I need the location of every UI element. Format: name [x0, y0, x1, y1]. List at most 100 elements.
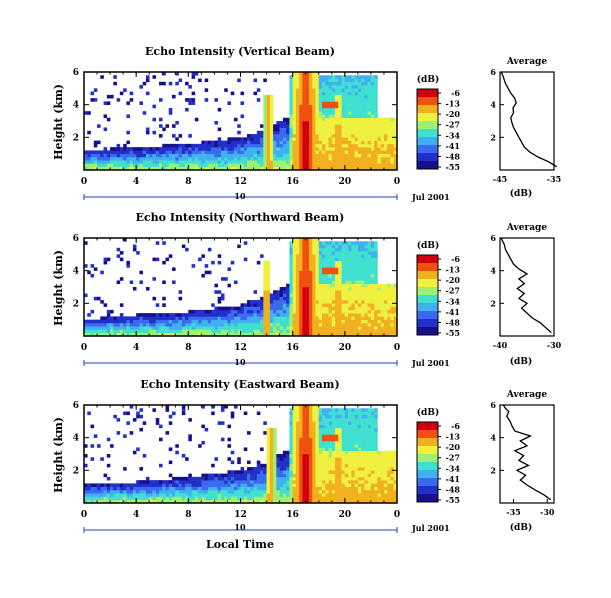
heatmap-cell [178, 160, 183, 164]
heatmap-cell [119, 493, 124, 497]
heatmap-cell [162, 127, 166, 132]
heatmap-cell [240, 322, 245, 327]
heatmap-cell [142, 454, 147, 458]
heatmap-cell [260, 483, 264, 487]
heatmap-cell [338, 309, 342, 314]
heatmap-cell [279, 483, 284, 487]
heatmap-cell [299, 493, 303, 497]
heatmap-cell [367, 460, 372, 465]
heatmap-cell [328, 247, 333, 252]
heatmap-cell [84, 489, 88, 494]
heatmap-cell [370, 450, 375, 455]
heatmap-cell [260, 143, 264, 148]
heatmap-cell [357, 473, 362, 478]
heatmap-cell [279, 486, 284, 491]
heatmap-cell [149, 163, 153, 168]
heatmap-cell [233, 147, 238, 151]
heatmap-cell [282, 300, 287, 304]
heatmap-cell [361, 427, 365, 432]
heatmap-cell [387, 160, 391, 164]
heatmap-cell [348, 313, 352, 317]
heatmap-cell [194, 156, 199, 161]
heatmap-cell [273, 447, 277, 452]
heatmap-cell [341, 81, 346, 86]
heatmap-cell [364, 257, 368, 262]
heatmap-cell [380, 463, 385, 468]
heatmap-cell [348, 457, 352, 461]
heatmap-cell [260, 316, 264, 320]
heatmap-cell [152, 257, 157, 262]
colorbar-segment [417, 161, 438, 170]
heatmap-cell [155, 322, 160, 327]
heatmap-cell [315, 241, 320, 245]
heatmap-cell [315, 287, 320, 291]
heatmap-cell [103, 483, 108, 487]
heatmap-cell [214, 499, 218, 504]
heatmap-cell [152, 117, 157, 122]
heatmap-cell [341, 88, 346, 92]
heatmap-cell [289, 166, 293, 171]
heatmap-cell [299, 244, 303, 249]
heatmap-cell [331, 156, 336, 161]
heatmap-cell [302, 244, 307, 249]
heatmap-cell [175, 332, 179, 337]
heatmap-cell [110, 329, 114, 334]
heatmap-cell [207, 150, 212, 154]
heatmap-cell [318, 111, 323, 115]
profile-y-tick-label: 6 [490, 233, 496, 243]
heatmap-cell [224, 166, 228, 171]
heatmap-cell [295, 424, 300, 429]
heatmap-cell [361, 111, 365, 115]
heatmap-cell [328, 147, 333, 151]
heatmap-cell [328, 296, 333, 301]
heatmap-cell [308, 290, 313, 294]
heatmap-cell [263, 134, 267, 138]
heatmap-cell [214, 309, 218, 314]
heatmap-cell [354, 489, 359, 494]
heatmap-cell [305, 300, 310, 304]
heatmap-cell [335, 280, 339, 285]
heatmap-cell [295, 107, 300, 112]
heatmap-cell [292, 88, 297, 92]
heatmap-cell [181, 316, 186, 320]
heatmap-cell [165, 496, 170, 501]
heatmap-cell [341, 147, 346, 151]
heatmap-cell [318, 270, 323, 275]
heatmap-cell [325, 130, 329, 135]
heatmap-cell [172, 143, 176, 148]
heatmap-cell [348, 431, 352, 435]
heatmap-cell [354, 156, 359, 161]
heatmap-cell [279, 476, 284, 481]
heatmap-cell [269, 316, 274, 320]
heatmap-cell [325, 467, 329, 471]
heatmap-cell [361, 137, 365, 141]
heatmap-cell [276, 127, 280, 132]
heatmap-cell [211, 153, 215, 158]
heatmap-cell [393, 121, 398, 125]
heatmap-cell [237, 150, 241, 154]
heatmap-cell [312, 489, 316, 494]
heatmap-cell [393, 332, 398, 337]
heatmap-cell [292, 238, 297, 242]
heatmap-cell [305, 486, 310, 491]
heatmap-cell [341, 290, 346, 294]
heatmap-cell [165, 166, 170, 171]
heatmap-cell [364, 104, 368, 109]
heatmap-cell [367, 486, 372, 491]
heatmap-cell [325, 434, 329, 438]
heatmap-cell [325, 300, 329, 304]
heatmap-cell [315, 75, 320, 79]
heatmap-cell [364, 78, 368, 83]
heatmap-cell [338, 470, 342, 474]
heatmap-cell [315, 166, 320, 171]
heatmap-cell [295, 241, 300, 245]
heatmap-cell [367, 296, 372, 301]
heatmap-cell [260, 130, 264, 135]
heatmap-cell [344, 254, 349, 258]
heatmap-cell [341, 114, 346, 119]
heatmap-cell [338, 411, 342, 416]
heatmap-cell [364, 434, 368, 438]
heatmap-cell [269, 121, 274, 125]
heatmap-cell [136, 414, 140, 419]
heatmap-cell [84, 241, 88, 245]
